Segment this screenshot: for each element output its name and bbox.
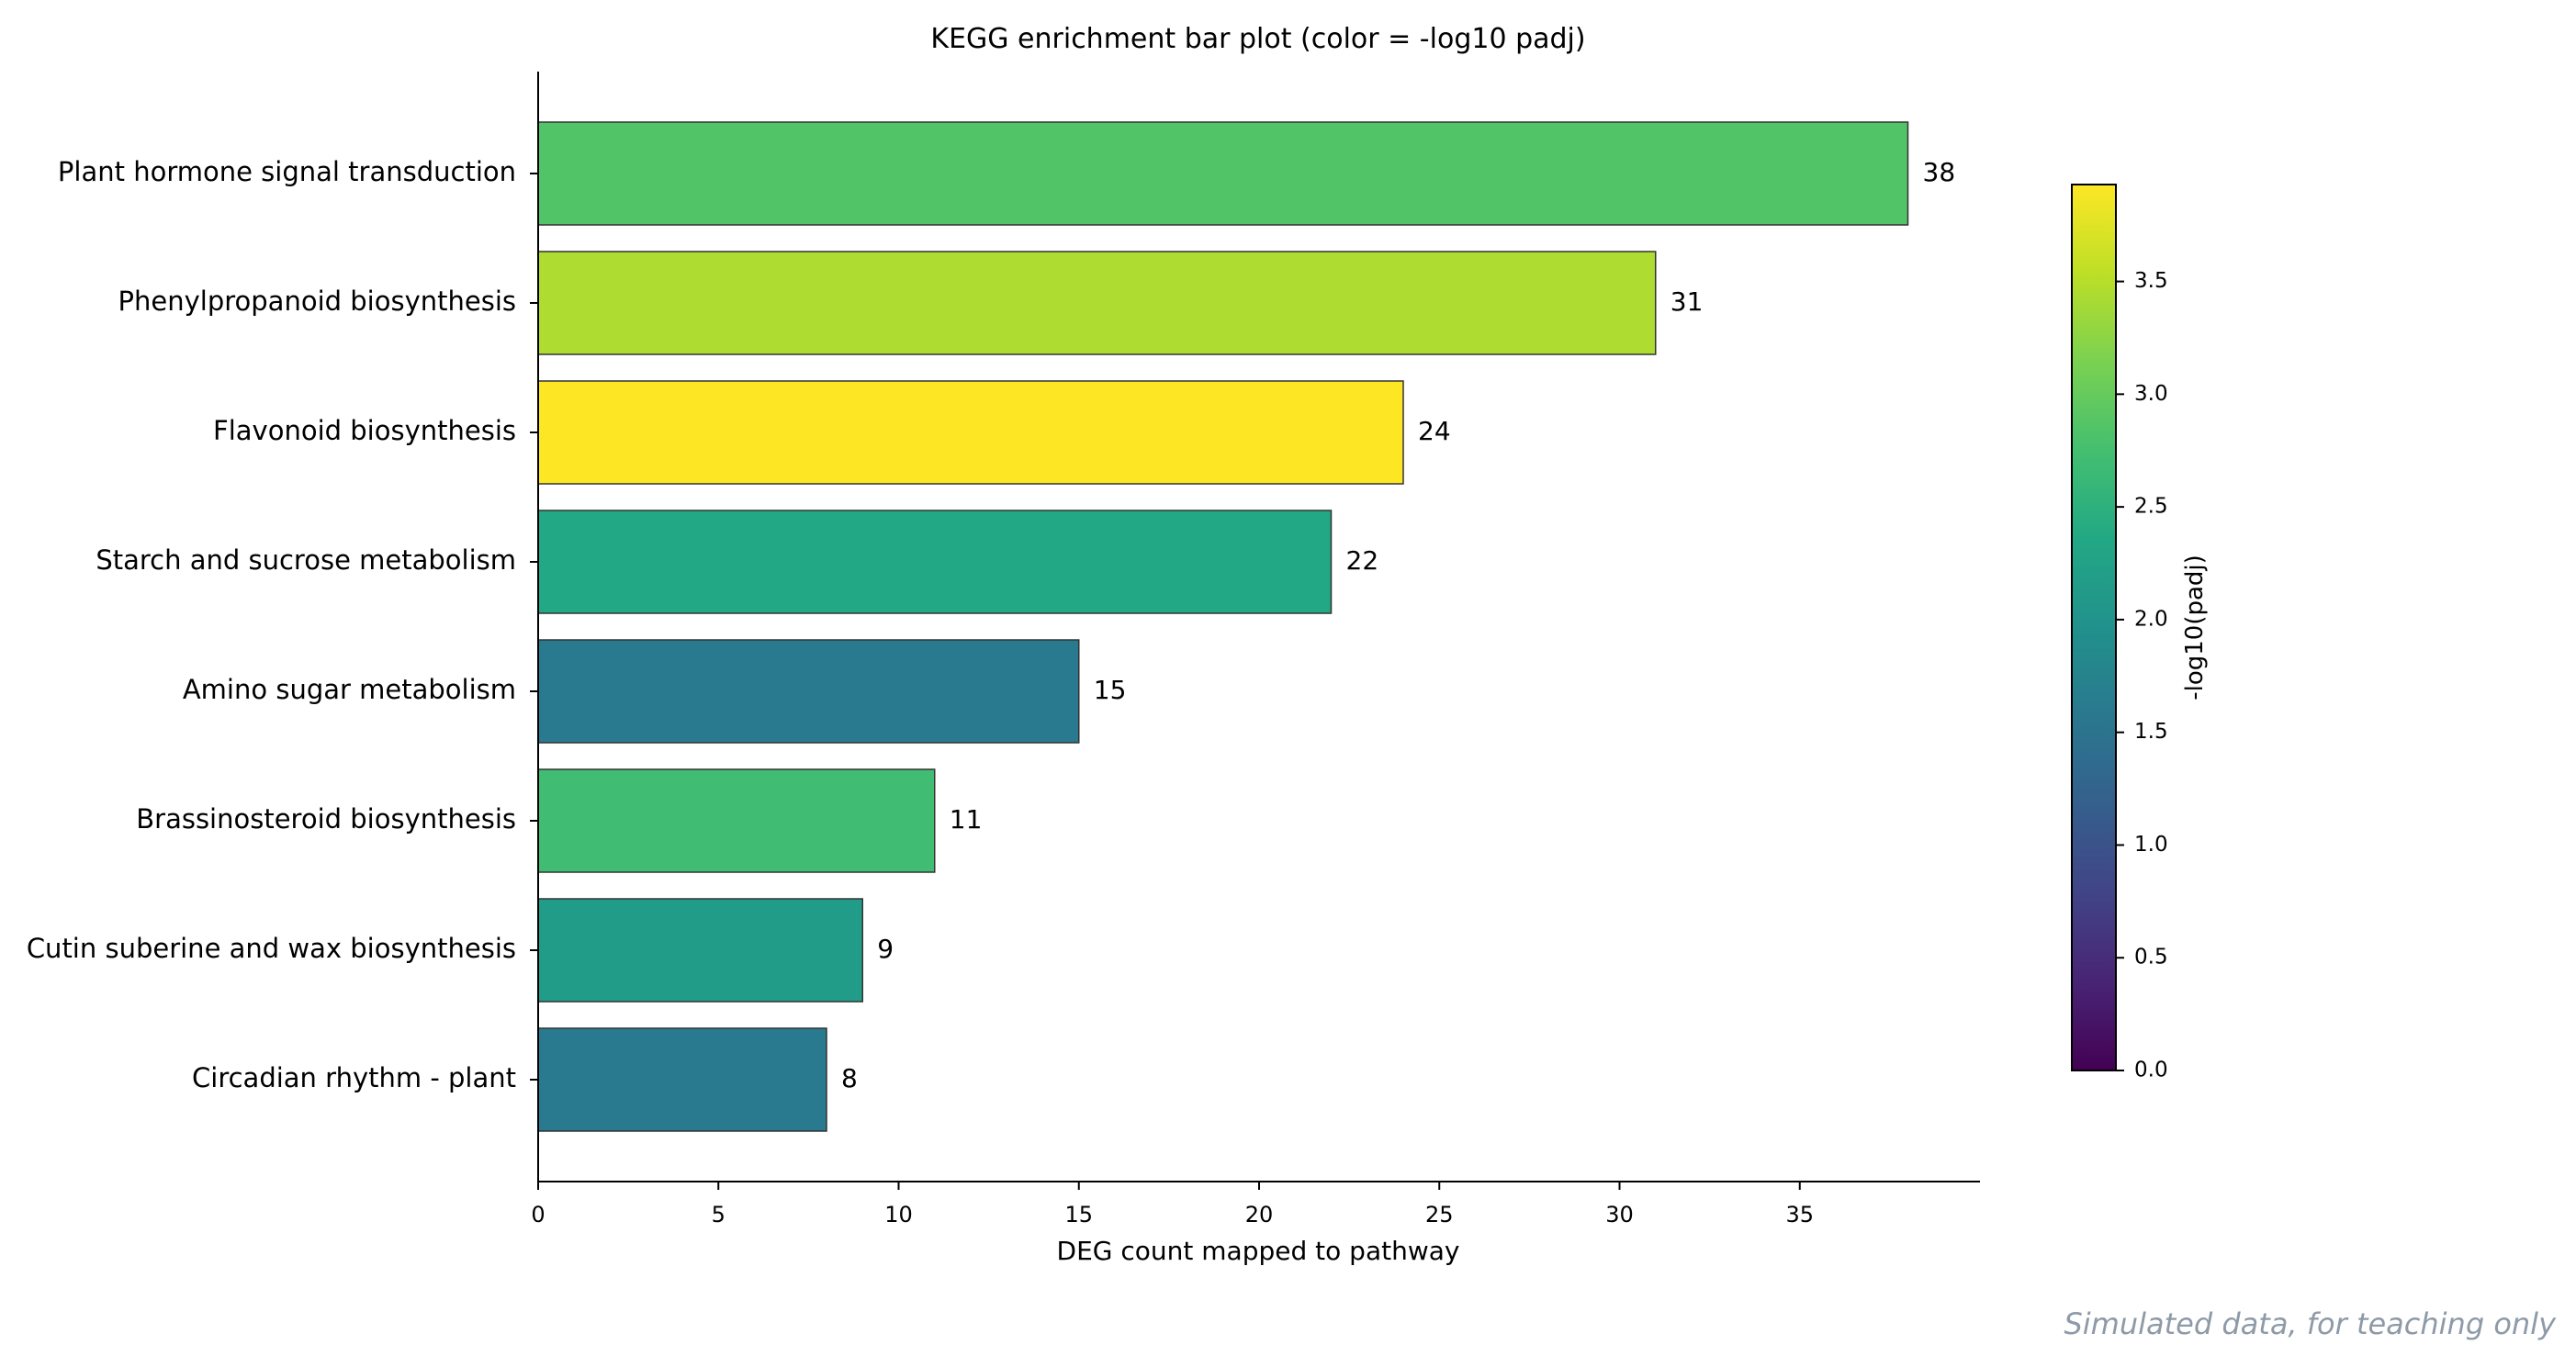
x-tick-label: 35 bbox=[1785, 1202, 1814, 1227]
bar bbox=[537, 510, 1333, 614]
x-tick-label: 20 bbox=[1245, 1202, 1274, 1227]
x-axis: 0 5 10 15 20 25 30 35 bbox=[531, 1181, 1980, 1227]
bar bbox=[537, 639, 1080, 744]
bar-value-label: 24 bbox=[1418, 416, 1451, 446]
colorbar-tick-label: 3.5 bbox=[2134, 269, 2168, 293]
colorbar-tick-label: 1.0 bbox=[2134, 833, 2168, 857]
bar bbox=[537, 121, 1909, 226]
bar-value-label: 22 bbox=[1346, 545, 1379, 576]
x-tick-label: 30 bbox=[1605, 1202, 1634, 1227]
category-label: Phenylpropanoid biosynthesis bbox=[118, 286, 516, 317]
x-tick-label: 10 bbox=[884, 1202, 913, 1227]
chart-title: KEGG enrichment bar plot (color = -log10… bbox=[930, 23, 1585, 55]
x-tick-label: 0 bbox=[531, 1202, 545, 1227]
bar bbox=[537, 768, 936, 873]
category-label: Amino sugar metabolism bbox=[183, 674, 516, 705]
colorbar-tick-label: 0.0 bbox=[2134, 1059, 2168, 1082]
category-label: Flavonoid biosynthesis bbox=[213, 415, 516, 446]
category-label: Cutin suberine and wax biosynthesis bbox=[27, 933, 516, 964]
bar bbox=[537, 380, 1404, 485]
colorbar-label: -log10(padj) bbox=[2181, 555, 2209, 700]
bar-value-label: 9 bbox=[877, 934, 894, 964]
bar-value-label: 15 bbox=[1094, 675, 1127, 705]
bar-value-label: 38 bbox=[1923, 157, 1956, 187]
bar bbox=[537, 251, 1657, 355]
bar-value-label: 11 bbox=[950, 804, 983, 835]
footer-note: Simulated data, for teaching only bbox=[2064, 1306, 2556, 1341]
colorbar: 0.0 0.5 1.0 1.5 2.0 2.5 3.0 3.5 -log10(padj) bbox=[2071, 184, 2209, 1082]
x-axis-label: DEG count mapped to pathway bbox=[1057, 1236, 1460, 1266]
colorbar-tick-label: 2.0 bbox=[2134, 607, 2168, 631]
category-label: Plant hormone signal transduction bbox=[58, 156, 516, 187]
colorbar-tick-label: 3.0 bbox=[2134, 382, 2168, 406]
category-label: Starch and sucrose metabolism bbox=[96, 544, 516, 576]
bar bbox=[537, 898, 863, 1003]
category-labels: Plant hormone signal transduction Phenylp… bbox=[27, 156, 538, 1093]
colorbar-ticks: 0.0 0.5 1.0 1.5 2.0 2.5 3.0 3.5 bbox=[2116, 269, 2168, 1082]
category-label: Circadian rhythm - plant bbox=[192, 1062, 516, 1093]
bar bbox=[537, 1027, 827, 1132]
bar-value-label: 8 bbox=[841, 1063, 858, 1093]
colorbar-tick-label: 1.5 bbox=[2134, 720, 2168, 744]
x-tick-label: 5 bbox=[712, 1202, 726, 1227]
x-tick-label: 25 bbox=[1425, 1202, 1454, 1227]
x-tick-label: 15 bbox=[1064, 1202, 1093, 1227]
colorbar-gradient bbox=[2071, 184, 2117, 1071]
colorbar-tick-label: 2.5 bbox=[2134, 495, 2168, 519]
bars-group: 38 31 24 22 15 11 9 8 bbox=[537, 121, 1956, 1132]
colorbar-tick-label: 0.5 bbox=[2134, 946, 2168, 969]
category-label: Brassinosteroid biosynthesis bbox=[136, 803, 516, 835]
bar-value-label: 31 bbox=[1670, 286, 1704, 317]
